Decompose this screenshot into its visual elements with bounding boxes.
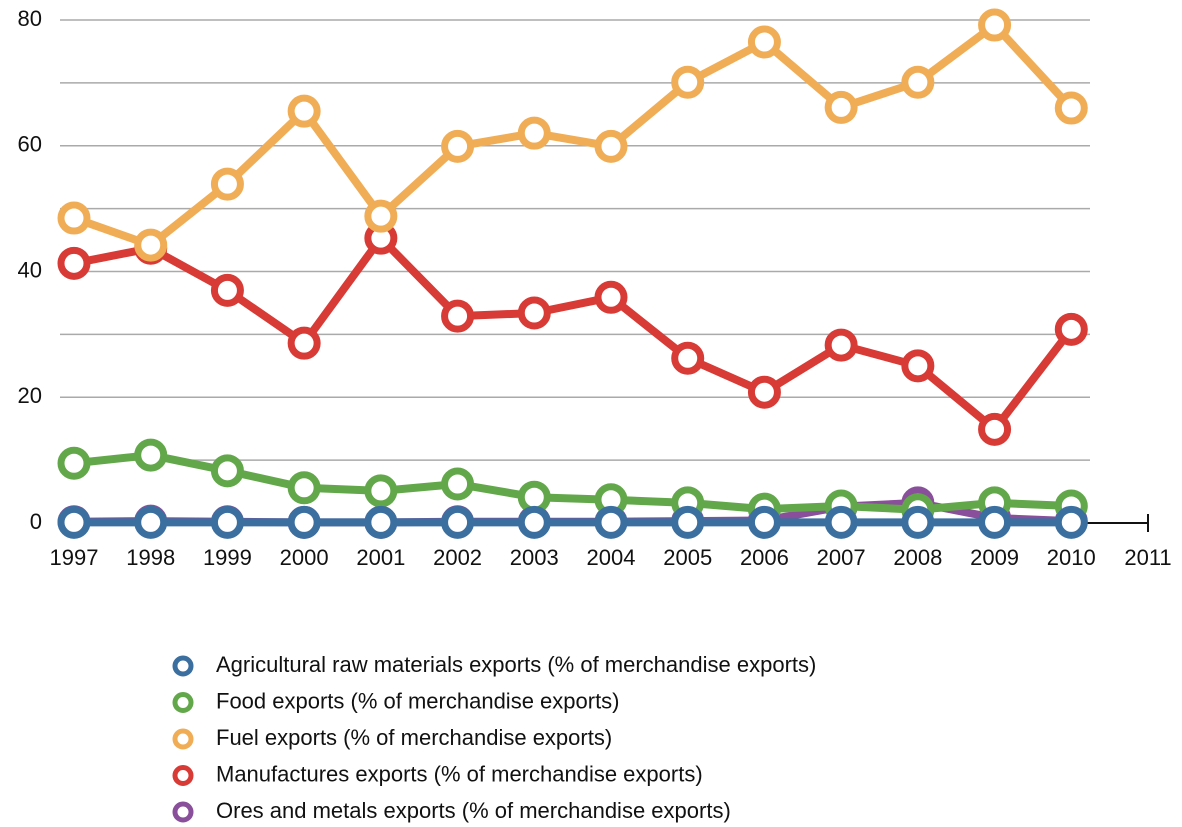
x-tick-label: 2003 <box>510 545 559 570</box>
point <box>441 505 475 539</box>
x-tick-label: 2000 <box>280 545 329 570</box>
point <box>824 90 858 124</box>
point <box>57 201 91 235</box>
point <box>1054 505 1088 539</box>
point <box>594 280 628 314</box>
legend-marker <box>172 765 194 786</box>
y-tick-label: 20 <box>18 383 42 408</box>
point <box>210 167 244 201</box>
y-tick-label: 80 <box>18 6 42 31</box>
point <box>517 116 551 150</box>
point <box>671 341 705 375</box>
legend-label: Agricultural raw materials exports (% of… <box>216 652 816 677</box>
point <box>441 129 475 163</box>
point <box>1054 312 1088 346</box>
point <box>134 505 168 539</box>
point <box>287 505 321 539</box>
legend-label: Food exports (% of merchandise exports) <box>216 688 620 713</box>
point <box>747 505 781 539</box>
x-tick-label: 2005 <box>663 545 712 570</box>
x-tick-label: 2002 <box>433 545 482 570</box>
point <box>978 505 1012 539</box>
x-tick-label: 2011 <box>1124 545 1171 570</box>
x-tick-label: 1999 <box>203 545 252 570</box>
point <box>517 505 551 539</box>
x-tick-label: 2010 <box>1047 545 1096 570</box>
x-tick-label: 1998 <box>126 545 175 570</box>
y-tick-label: 40 <box>18 257 42 282</box>
point <box>364 505 398 539</box>
x-tick-label: 2006 <box>740 545 789 570</box>
point <box>594 129 628 163</box>
point <box>978 8 1012 42</box>
y-tick-label: 0 <box>30 509 42 534</box>
point <box>978 412 1012 446</box>
point <box>747 375 781 409</box>
x-tick-label: 2004 <box>587 545 636 570</box>
point <box>364 199 398 233</box>
point <box>210 273 244 307</box>
legend-label: Fuel exports (% of merchandise exports) <box>216 725 612 750</box>
point <box>517 296 551 330</box>
x-tick-label: 2009 <box>970 545 1019 570</box>
legend-marker <box>172 728 194 750</box>
point <box>57 246 91 280</box>
point <box>901 65 935 99</box>
legend-label: Ores and metals exports (% of merchandis… <box>216 798 731 823</box>
point <box>210 505 244 539</box>
x-tick-label: 2001 <box>356 545 405 570</box>
point <box>287 326 321 360</box>
y-tick-label: 60 <box>18 132 42 157</box>
point <box>57 505 91 539</box>
point <box>824 328 858 362</box>
point <box>671 65 705 99</box>
point <box>901 349 935 383</box>
point <box>901 505 935 539</box>
legend-marker <box>172 801 194 823</box>
legend-label: Manufactures exports (% of merchandise e… <box>216 761 703 786</box>
point <box>287 94 321 128</box>
point <box>747 25 781 59</box>
point <box>441 467 475 501</box>
x-tick-label: 2007 <box>817 545 866 570</box>
point <box>134 438 168 472</box>
x-tick-label: 2008 <box>893 545 942 570</box>
point <box>364 474 398 508</box>
legend-marker <box>172 692 194 713</box>
legend-marker <box>172 655 194 677</box>
point <box>671 505 705 539</box>
point <box>1054 91 1088 125</box>
point <box>57 446 91 480</box>
series-line <box>72 21 1075 250</box>
point <box>287 471 321 505</box>
point <box>594 505 628 539</box>
point <box>824 505 858 539</box>
point <box>441 299 475 333</box>
x-tick-label: 1997 <box>50 545 99 570</box>
point <box>134 228 168 262</box>
point <box>210 454 244 488</box>
